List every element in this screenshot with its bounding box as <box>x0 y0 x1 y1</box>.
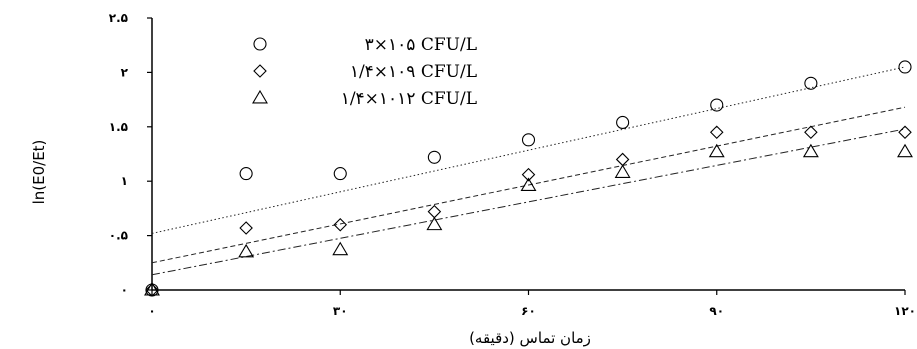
trendline-series-3 <box>151 128 906 276</box>
data-point-series-1 <box>616 115 630 129</box>
legend-label-series-1: ۳×۱۰۵ CFU/L <box>365 35 477 55</box>
data-point-series-1 <box>804 76 818 90</box>
data-point-series-1 <box>239 167 253 181</box>
data-point-series-2 <box>145 283 159 297</box>
legend-marker-series-3 <box>252 89 268 104</box>
data-point-series-1 <box>898 60 912 74</box>
data-point-series-1 <box>427 150 441 164</box>
x-axis-title: زمان تماس (دقیقه) <box>469 329 591 347</box>
data-point-series-3 <box>897 143 913 158</box>
data-point-series-2 <box>804 125 818 140</box>
trendlines <box>151 66 906 276</box>
y-tick-label: ۲.۵ <box>109 11 128 25</box>
x-tick-label: ۰ <box>148 304 155 318</box>
y-tick-label: ۰.۵ <box>109 229 128 243</box>
y-tick-label: ۱ <box>121 174 128 188</box>
data-point-series-2 <box>709 125 724 140</box>
legend: ۳×۱۰۵ CFU/L ۱/۴×۱۰۹ CFU/L ۱/۴×۱۰۱۲ CFU/L <box>252 35 477 109</box>
y-ticks: ۰ ۰.۵ ۱ ۱.۵ ۲ ۲.۵ <box>109 11 152 297</box>
data-points <box>144 60 913 297</box>
legend-marker-series-2 <box>253 64 267 78</box>
y-axis-title: ln(E0/Et) <box>30 140 48 205</box>
legend-label-series-3: ۱/۴×۱۰۱۲ CFU/L <box>341 89 477 109</box>
data-point-series-2 <box>333 217 348 232</box>
x-ticks: ۰ ۳۰ ۶۰ ۹۰ ۱۲۰ <box>148 290 916 318</box>
x-tick-label: ۶۰ <box>521 304 536 318</box>
data-point-series-3 <box>708 143 725 158</box>
trendline-series-1 <box>151 66 906 234</box>
data-point-series-2 <box>898 125 912 140</box>
data-point-series-1 <box>521 133 536 147</box>
y-tick-label: ۱.۵ <box>109 120 128 134</box>
data-point-series-3 <box>802 143 819 158</box>
trendline-series-2 <box>151 106 906 264</box>
data-point-series-2 <box>615 152 630 167</box>
legend-label-series-2: ۱/۴×۱۰۹ CFU/L <box>350 62 477 82</box>
data-point-series-3 <box>238 243 255 258</box>
data-point-series-3 <box>144 281 160 296</box>
data-point-series-2 <box>427 204 442 219</box>
data-point-series-3 <box>332 241 349 256</box>
data-point-series-3 <box>426 216 443 231</box>
x-tick-label: ۹۰ <box>709 304 724 318</box>
data-point-series-2 <box>521 167 536 182</box>
data-point-series-3 <box>520 177 537 192</box>
data-point-series-3 <box>614 164 631 178</box>
data-point-series-1 <box>333 167 347 181</box>
y-tick-label: ۲ <box>121 65 129 79</box>
data-point-series-2 <box>239 221 253 235</box>
legend-marker-series-1 <box>253 37 267 51</box>
data-point-series-1 <box>710 98 724 112</box>
x-tick-label: ۳۰ <box>333 304 348 318</box>
y-tick-label: ۰ <box>121 283 128 297</box>
x-tick-label: ۱۲۰ <box>894 304 916 318</box>
plot-area: ۰ ۳۰ ۶۰ ۹۰ ۱۲۰ ۰ ۰.۵ ۱ ۱.۵ ۲ ۲.۵ <box>109 11 916 318</box>
